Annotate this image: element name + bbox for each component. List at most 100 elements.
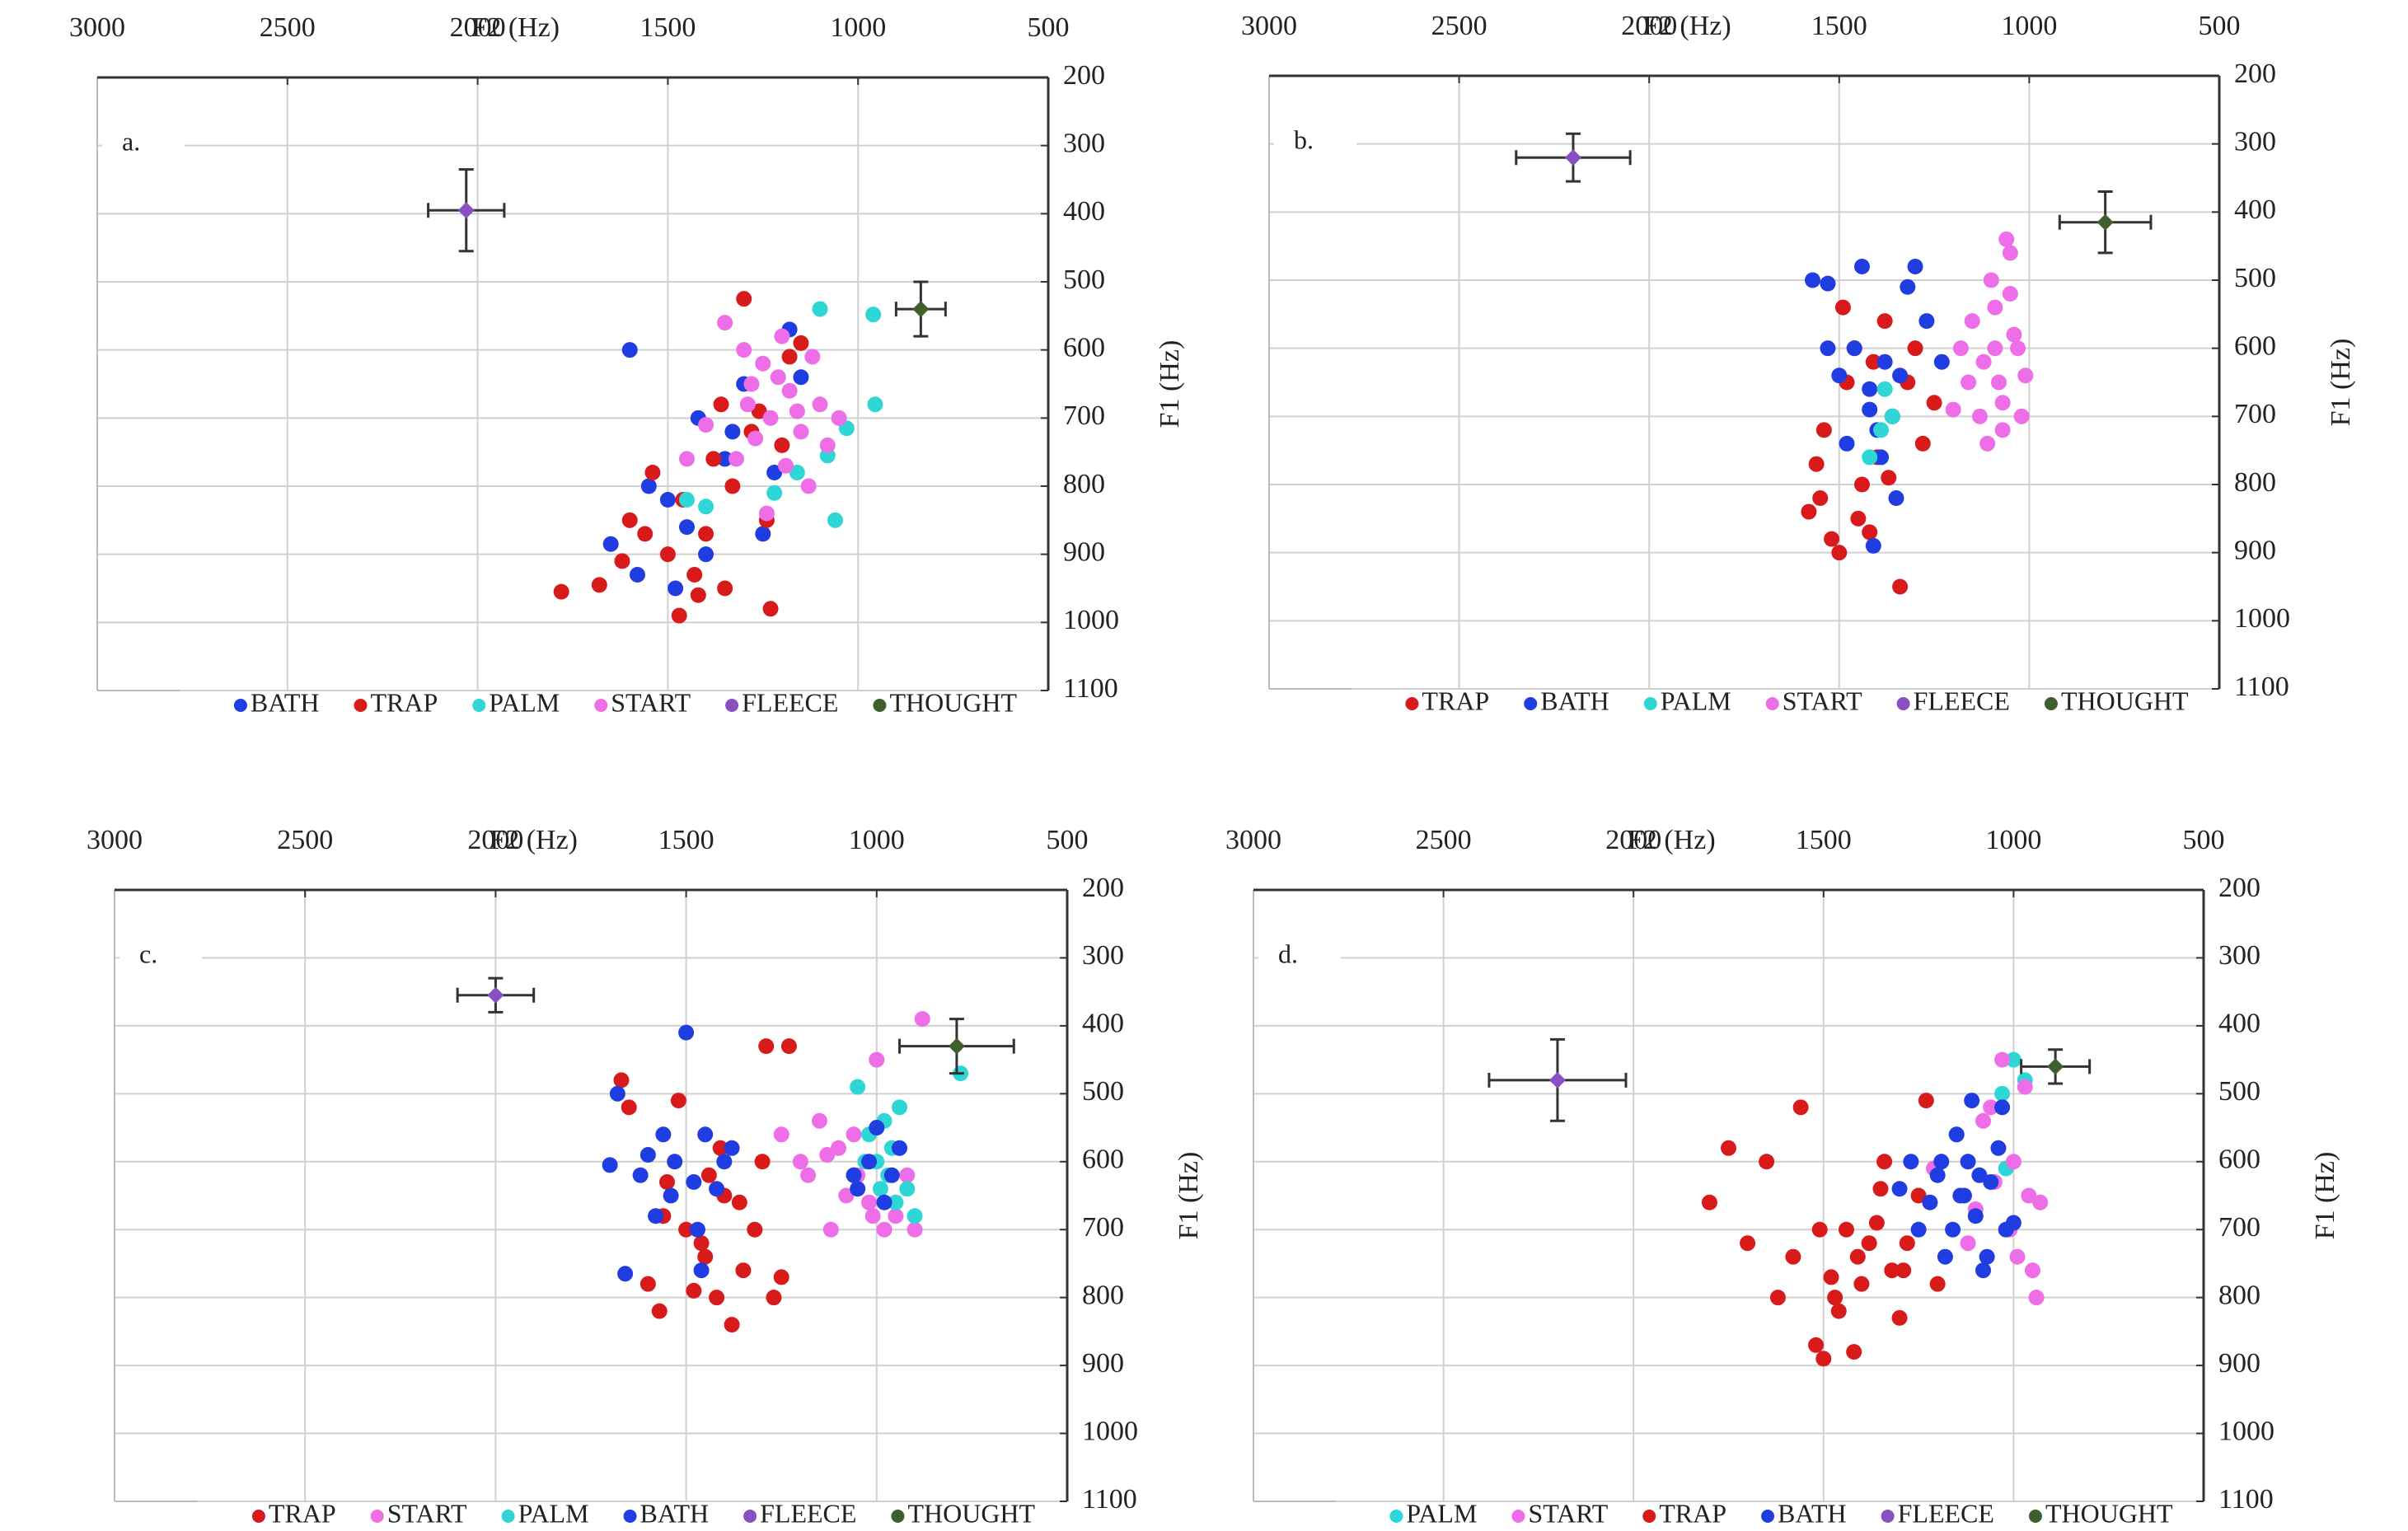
legend-label: FLEECE [760,1498,856,1528]
legend-marker [2044,697,2058,710]
point [644,464,661,480]
point [892,1140,908,1156]
point [907,1208,923,1224]
x-tick-label: 3000 [87,825,143,855]
point [1918,313,1935,330]
point [2002,286,2018,302]
x-tick-label: 1000 [849,825,905,855]
legend-marker [873,699,887,712]
point [1926,395,1942,411]
point [1998,231,2015,247]
point [2006,326,2022,343]
point [792,1154,808,1170]
point [1903,1154,1919,1170]
point [2005,1215,2022,1231]
point [789,403,805,419]
y-tick-label: 800 [1082,1280,1124,1310]
y-tick-label: 400 [2218,1009,2260,1039]
legend: TRAP BATH PALM START FLEECE THOUGHT [1405,686,2189,715]
point [781,382,798,399]
point [609,1085,625,1102]
point [1868,1215,1885,1231]
point [1892,578,1909,595]
legend-marker [743,1510,757,1523]
point [789,464,805,480]
point [811,1112,827,1129]
point [1785,1248,1801,1265]
point [1975,1112,1992,1129]
legend-marker [1765,697,1779,710]
point [1991,374,2007,391]
point [553,583,569,600]
y-tick-label: 600 [2218,1145,2260,1175]
y-tick-label: 300 [2218,940,2260,971]
point [591,577,607,593]
point [700,1167,717,1183]
point [1820,275,1836,292]
x-axis-label: F2 (Hz) [1628,825,1716,855]
point [1801,503,1817,520]
legend-marker [501,1510,515,1523]
y-tick-label: 1000 [1082,1416,1138,1446]
point [678,492,695,508]
point [678,451,695,467]
y-tick-label: 1100 [2234,672,2289,702]
point [686,1282,702,1299]
y-tick-label: 200 [2234,59,2276,89]
point [872,1181,888,1197]
point [717,451,733,467]
point [602,1157,618,1173]
point [658,1174,675,1191]
point [697,1248,714,1265]
point [1850,510,1867,527]
x-tick-label: 1500 [1796,825,1852,855]
legend-marker [725,699,739,712]
legend-marker [233,699,247,712]
point [1891,1309,1908,1326]
legend-marker [1524,697,1538,710]
point [876,1221,892,1238]
point [736,291,752,307]
x-axis-label: F2 (Hz) [490,825,578,855]
point [747,1221,763,1238]
point [793,369,809,386]
y-tick-label: 200 [1063,60,1105,91]
point [1884,1262,1900,1279]
y-tick-label: 900 [1082,1348,1124,1379]
point [1922,1194,1938,1210]
point [678,1221,695,1238]
point [614,553,630,569]
point [1929,1167,1946,1183]
point [781,349,798,365]
point [865,307,882,323]
chart-panel: 3000 2500 2000 1500 1000 500 200 300 400 500 600 70… [69,12,1185,718]
y-tick-label: 300 [2234,126,2276,157]
x-tick-label: 2000 [1605,825,1661,855]
y-tick-label: 700 [2234,399,2276,429]
panel-label: c. [139,939,157,968]
y-tick-label: 400 [2234,194,2276,225]
y-axis-label: F1 (Hz) [2310,1152,2340,1240]
y-axis-label: F1 (Hz) [1174,1152,1204,1240]
y-tick-label: 300 [1063,128,1105,158]
point [736,342,752,358]
legend-label: BATH [1540,686,1609,715]
point [1820,340,1836,357]
legend-marker [891,1510,905,1523]
x-tick-label: 3000 [69,12,125,43]
point [659,492,676,508]
x-tick-label: 2500 [1431,11,1487,41]
y-tick-label: 600 [1082,1145,1124,1175]
point [846,1167,862,1183]
point [735,1262,752,1279]
y-axis-label: F1 (Hz) [1155,340,1185,428]
y-tick-label: 800 [1063,469,1105,499]
point [1876,313,1893,330]
point [2047,1058,2064,1075]
point [774,328,790,344]
point [717,580,733,597]
x-tick-label: 2000 [450,12,506,43]
point [1964,313,1980,330]
point [1994,395,2011,411]
